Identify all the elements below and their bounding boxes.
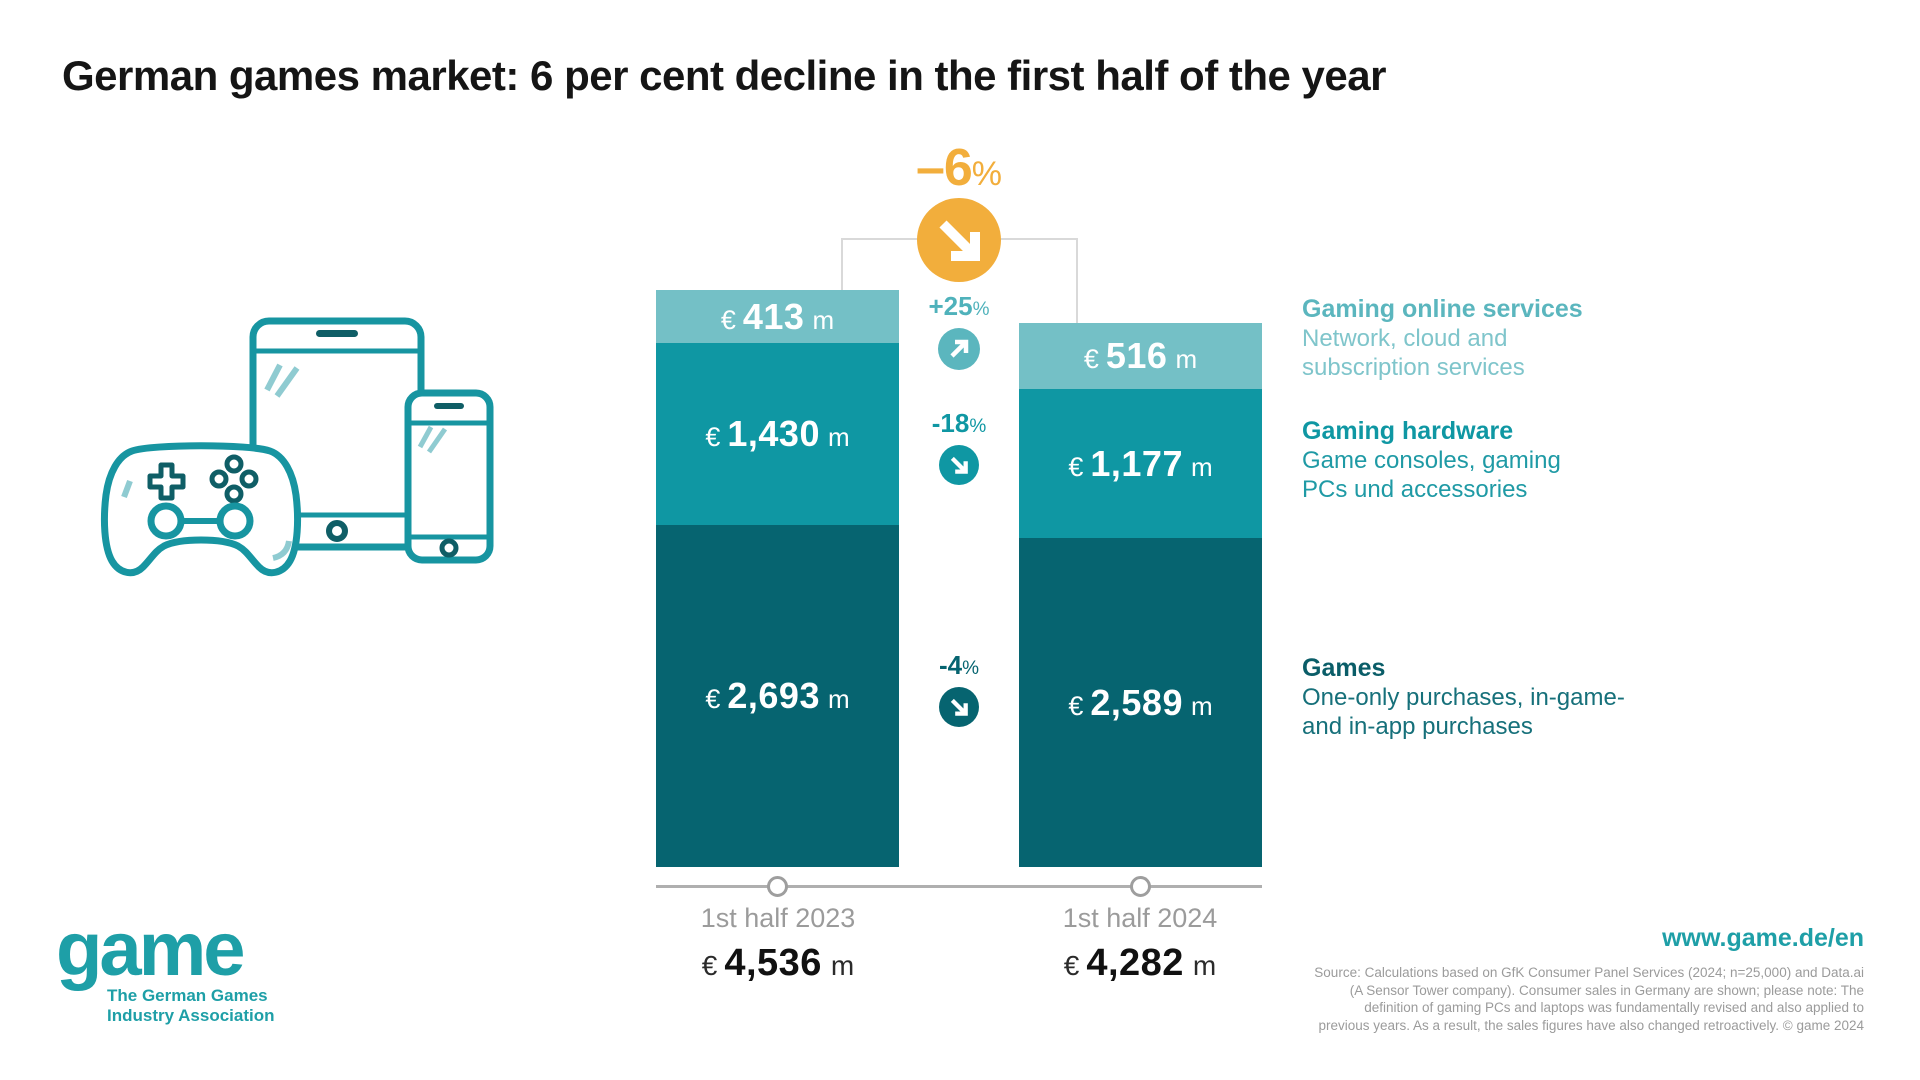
value-label: € 1,177 m: [1068, 442, 1213, 484]
change-indicator-games: -4%: [879, 650, 1039, 727]
change-label: +25%: [928, 291, 990, 321]
decline-arrow-icon: [917, 198, 1001, 282]
game-logo: game: [56, 907, 246, 992]
connector-line-left: [841, 238, 843, 290]
value-label: € 1,430 m: [705, 413, 850, 454]
overall-change-label: –6%: [859, 138, 1059, 198]
decrease-arrow-icon: [939, 445, 979, 485]
smartphone-icon: [404, 389, 494, 564]
segment-hardware-2023: € 1,430 m: [656, 343, 899, 525]
devices-illustration: [100, 317, 494, 577]
page-title: German games market: 6 per cent decline …: [62, 52, 1386, 99]
axis-marker-2023: [767, 876, 788, 897]
legend-description: Game consoles, gaming PCs und accessorie…: [1302, 447, 1561, 503]
segment-online-services-2023: € 413 m: [656, 290, 899, 343]
source-note: Source: Calculations based on GfK Consum…: [1314, 965, 1864, 1033]
category-label-2024: 1st half 2024: [1062, 903, 1218, 933]
total-2024: € 4,282 m: [1063, 942, 1217, 984]
category-label-2023: 1st half 2023: [700, 903, 856, 933]
decrease-arrow-icon: [939, 687, 979, 727]
legend-description: Network, cloud and subscription services: [1302, 325, 1525, 381]
segment-games-2024: € 2,589 m: [1019, 538, 1262, 867]
segment-games-2023: € 2,693 m: [656, 525, 899, 867]
value-label: € 2,589 m: [1068, 681, 1213, 723]
legend-hardware: Gaming hardware Game consoles, gaming PC…: [1302, 416, 1782, 504]
change-label: -4%: [938, 650, 980, 680]
change-indicator-hardware: -18%: [879, 408, 1039, 485]
overall-change-percent-sign: %: [971, 155, 1003, 193]
axis-marker-2024: [1130, 876, 1151, 897]
legend-title: Games: [1302, 654, 1386, 682]
increase-arrow-icon: [938, 328, 980, 370]
connector-line-right: [1076, 238, 1078, 324]
value-label: € 2,693 m: [705, 675, 850, 716]
total-2023: € 4,536 m: [701, 942, 855, 984]
stacked-bar-2024: € 516 m € 1,177 m € 2,589 m: [1019, 323, 1262, 867]
stacked-bar-2023: € 413 m € 1,430 m € 2,693 m: [656, 290, 899, 867]
legend-online-services: Gaming online services Network, cloud an…: [1302, 294, 1782, 382]
x-axis-line: [656, 885, 1262, 888]
website-url: www.game.de/en: [1662, 924, 1864, 952]
legend-games: Games One-only purchases, in-game- and i…: [1302, 653, 1782, 741]
legend-title: Gaming hardware: [1302, 417, 1514, 445]
value-label: € 413 m: [720, 295, 835, 337]
segment-hardware-2024: € 1,177 m: [1019, 389, 1262, 538]
legend-title: Gaming online services: [1302, 295, 1583, 323]
game-controller-icon: [100, 442, 302, 577]
value-label: € 516 m: [1083, 335, 1198, 376]
overall-change-value: –6: [915, 139, 973, 197]
logo-tagline: The German Games Industry Association: [107, 986, 275, 1025]
change-indicator-online-services: +25%: [879, 291, 1039, 370]
change-label: -18%: [931, 408, 987, 438]
legend-description: One-only purchases, in-game- and in-app …: [1302, 684, 1625, 740]
segment-online-services-2024: € 516 m: [1019, 323, 1262, 389]
